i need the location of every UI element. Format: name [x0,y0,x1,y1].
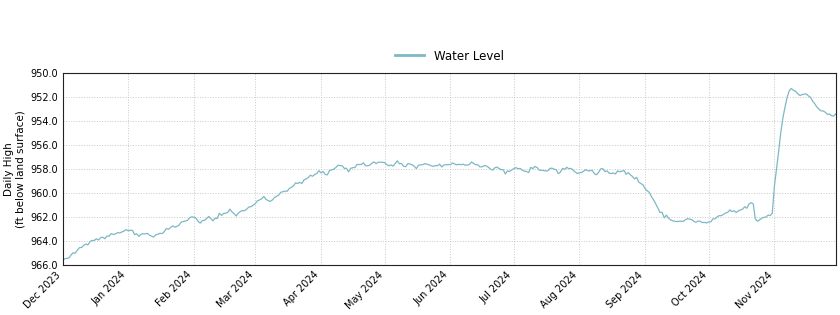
Y-axis label: Daily High
(ft below land surface): Daily High (ft below land surface) [4,110,26,228]
Legend: Water Level: Water Level [390,45,508,67]
